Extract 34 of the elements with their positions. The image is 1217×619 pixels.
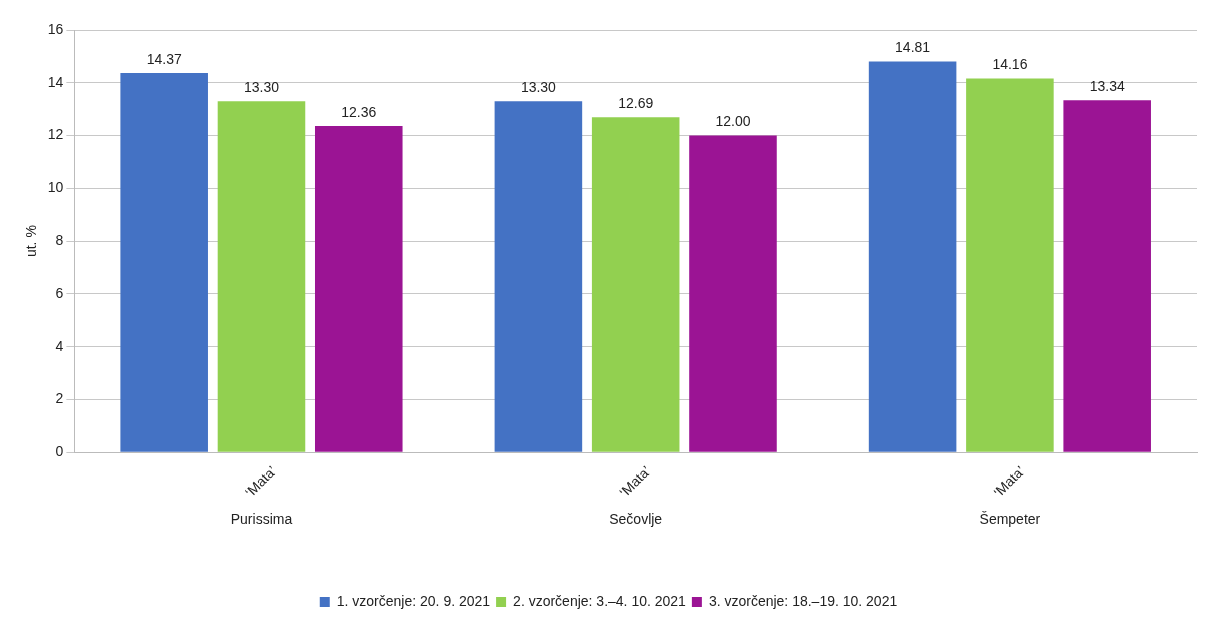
y-tick-label: 12 [47, 126, 64, 143]
bar [689, 135, 777, 452]
bar [314, 126, 403, 452]
y-axis-title: ut. % [23, 225, 40, 258]
data-label: 13.30 [520, 79, 557, 96]
data-label: 14.37 [146, 50, 182, 67]
bar [120, 73, 208, 452]
bar [494, 101, 583, 452]
data-label: 12.36 [341, 103, 377, 120]
x-tick-label: Sečovlje [609, 511, 663, 528]
bar [1063, 100, 1151, 452]
data-label: 13.34 [1089, 78, 1125, 95]
y-tick-label: 10 [47, 179, 64, 196]
data-label: 12.69 [618, 95, 654, 112]
data-label: 14.16 [992, 56, 1028, 73]
y-tick-label: 0 [55, 443, 64, 460]
data-label: 14.81 [895, 39, 931, 56]
y-tick-label: 4 [55, 337, 64, 354]
legend-label: 3. vzorčenje: 18.–19. 10. 2021 [708, 592, 898, 609]
data-label: 13.30 [243, 79, 280, 96]
x-tick-label: Purissima [230, 511, 293, 528]
bar [868, 61, 957, 452]
y-tick-label: 6 [55, 284, 64, 301]
bar [591, 117, 680, 452]
y-tick-label: 2 [55, 390, 64, 407]
legend-label: 1. vzorčenje: 20. 9. 2021 [336, 592, 491, 609]
data-label: 12.00 [715, 113, 751, 130]
bar [966, 78, 1054, 452]
legend-label: 2. vzorčenje: 3.–4. 10. 2021 [513, 592, 687, 609]
x-tick-label: Šempeter [979, 511, 1041, 528]
y-tick-label: 8 [55, 231, 64, 248]
y-tick-label: 14 [47, 73, 64, 90]
y-tick-label: 16 [47, 20, 64, 37]
bar [217, 101, 306, 452]
